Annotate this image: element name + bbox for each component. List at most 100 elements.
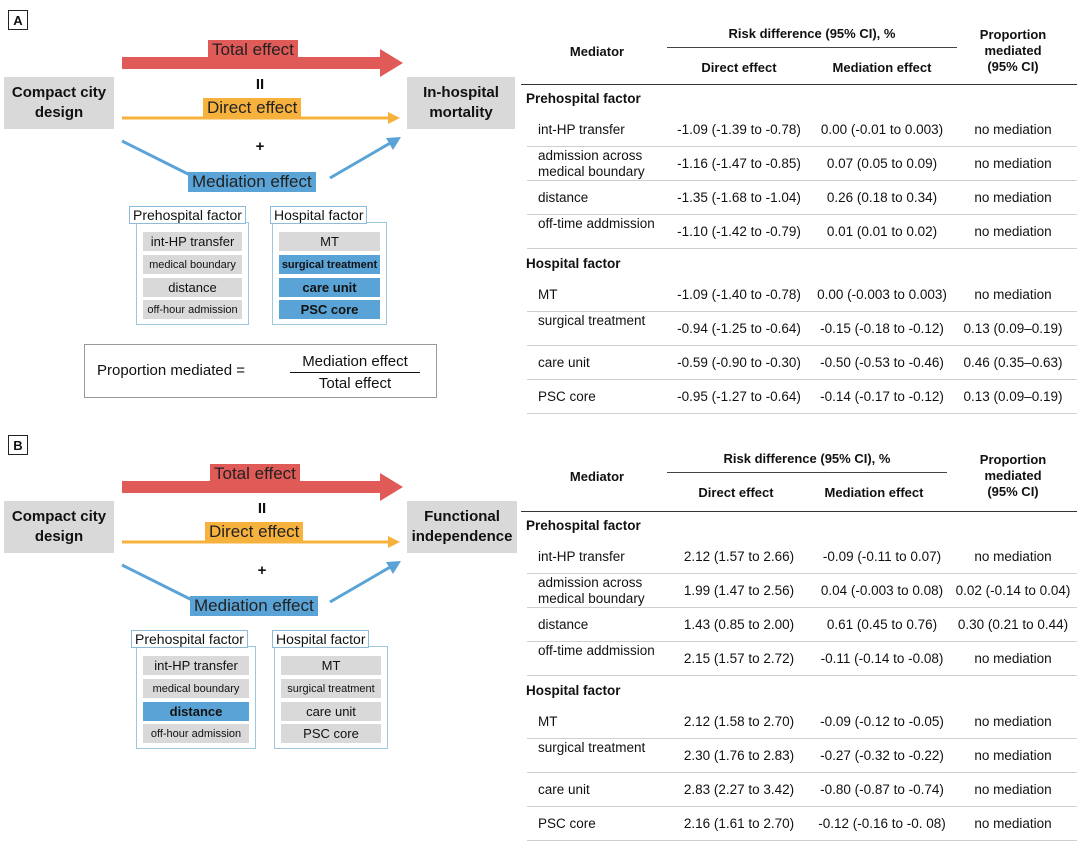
table-body: Prehospital factor int-HP transfer -1.09 (…: [521, 84, 1077, 424]
mediator-cell: PSC core: [538, 389, 596, 404]
row-divider: [527, 180, 1077, 181]
effect-arrows: [121, 49, 403, 180]
outcome-box: In-hospital mortality: [407, 77, 515, 129]
panel-b: B Compact city design Functional indepen…: [0, 425, 1079, 850]
mediator-cell: admission across medical boundary: [538, 575, 645, 606]
hospital-factor-title: Hospital factor: [270, 206, 368, 224]
mediation-effect-cell: 0.04 (-0.003 to 0.08): [820, 583, 944, 598]
row-divider: [527, 248, 1077, 249]
mediation-arrow-in: [121, 139, 197, 180]
equals-symbol: II: [257, 500, 267, 517]
factor-item: surgical treatment: [279, 255, 380, 274]
fraction-bar: [290, 372, 420, 373]
mediation-table: Mediator Risk difference (95% CI), % Dir…: [521, 445, 1077, 850]
direct-effect-cell: -0.59 (-0.90 to -0.30): [677, 355, 801, 370]
mediation-effect-cell: -0.14 (-0.17 to -0.12): [820, 389, 944, 404]
total-effect-arrow: [122, 49, 403, 77]
section-label: Hospital factor: [526, 683, 621, 698]
table-row: admission across medical boundary 1.99 (1…: [521, 574, 1077, 608]
plus-symbol: +: [257, 562, 267, 579]
col-mediation-effect: Mediation effect: [824, 485, 924, 500]
mediation-effect-label: Mediation effect: [188, 172, 316, 192]
mediation-diagram: Compact city design In-hospital mortalit…: [0, 0, 520, 425]
mediator-cell: int-HP transfer: [538, 549, 625, 564]
mediator-cell: off-time addmission: [538, 643, 655, 658]
factor-item: care unit: [281, 702, 381, 721]
mediation-effect-cell: -0.11 (-0.14 to -0.08): [820, 651, 944, 666]
proportion-cell: no mediation: [974, 156, 1052, 171]
mediation-effect-cell: 0.61 (0.45 to 0.76): [826, 617, 938, 632]
row-divider: [527, 214, 1077, 215]
equals-symbol: II: [255, 76, 265, 93]
row-divider: [527, 311, 1077, 312]
proportion-cell: no mediation: [974, 748, 1052, 763]
mediator-cell: distance: [538, 617, 589, 632]
factor-item: PSC core: [281, 724, 381, 743]
table-row: int-HP transfer -1.09 (-1.39 to -0.78) 0.0…: [521, 113, 1077, 147]
factor-item: distance: [143, 278, 242, 297]
mediation-arrow-out: [329, 564, 393, 604]
table-row: distance 1.43 (0.85 to 2.00) 0.61 (0.45 to…: [521, 608, 1077, 642]
mediator-cell: care unit: [538, 355, 590, 370]
mediation-effect-cell: -0.50 (-0.53 to -0.46): [820, 355, 944, 370]
proportion-cell: no mediation: [974, 287, 1052, 302]
hospital-factor-group: MT surgical treatment care unit PSC core: [274, 646, 388, 749]
mediation-effect-cell: -0.15 (-0.18 to -0.12): [820, 321, 944, 336]
mediator-cell: int-HP transfer: [538, 122, 625, 137]
prehospital-factor-group: int-HP transfer medical boundary distanc…: [136, 646, 256, 749]
row-divider: [527, 806, 1077, 807]
factor-item: MT: [281, 656, 381, 675]
hospital-factor-title: Hospital factor: [272, 630, 370, 648]
section-label: Prehospital factor: [526, 518, 641, 533]
table-row: PSC core 2.16 (1.61 to 2.70) -0.12 (-0.16 …: [521, 807, 1077, 841]
mediation-effect-cell: 0.00 (-0.003 to 0.003): [817, 287, 947, 302]
direct-effect-cell: 1.99 (1.47 to 2.56): [683, 583, 795, 598]
row-divider: [527, 379, 1077, 380]
plus-symbol: +: [255, 138, 265, 155]
formula-lhs: Proportion mediated =: [97, 362, 246, 379]
formula-numerator: Mediation effect: [302, 353, 408, 370]
effect-arrows: [121, 473, 403, 604]
direct-effect-cell: -1.16 (-1.47 to -0.85): [677, 156, 801, 171]
mediation-effect-cell: -0.80 (-0.87 to -0.74): [820, 782, 944, 797]
proportion-cell: no mediation: [974, 122, 1052, 137]
mediation-effect-cell: -0.09 (-0.12 to -0.05): [820, 714, 944, 729]
outcome-box: Functional independence: [407, 501, 517, 553]
mediation-effect-cell: 0.01 (0.01 to 0.02): [826, 224, 938, 239]
table-body: Prehospital factor int-HP transfer 2.12 (1…: [521, 511, 1077, 850]
section-label: Hospital factor: [526, 256, 621, 271]
table-row: care unit 2.83 (2.27 to 3.42) -0.80 (-0.87…: [521, 773, 1077, 807]
direct-effect-cell: 2.83 (2.27 to 3.42): [683, 782, 795, 797]
formula-denominator: Total effect: [318, 375, 392, 392]
factor-item: off-hour admission: [143, 724, 249, 743]
col-proportion: Proportion mediated (95% CI): [979, 27, 1047, 74]
hospital-factor-group: MT surgical treatment care unit PSC core: [272, 222, 387, 325]
col-mediator: Mediator: [569, 469, 625, 484]
factor-item: PSC core: [279, 300, 380, 319]
col-mediation-effect: Mediation effect: [832, 60, 932, 75]
total-effect-label: Total effect: [208, 40, 298, 60]
table-row: off-time addmission 2.15 (1.57 to 2.72) -0…: [521, 642, 1077, 676]
direct-effect-cell: 2.16 (1.61 to 2.70): [683, 816, 795, 831]
row-divider: [527, 772, 1077, 773]
table-row: care unit -0.59 (-0.90 to -0.30) -0.50 (-0…: [521, 346, 1077, 380]
total-effect-arrow: [122, 473, 403, 501]
col-mediator: Mediator: [569, 44, 625, 59]
direct-effect-cell: 2.12 (1.57 to 2.66): [683, 549, 795, 564]
proportion-formula: Proportion mediated = Mediation effect T…: [84, 344, 437, 398]
proportion-cell: 0.02 (-0.14 to 0.04): [955, 583, 1071, 598]
panel-a: A Compact city design In-hospital mortal…: [0, 0, 1079, 425]
table-row: surgical treatment -0.94 (-1.25 to -0.64)…: [521, 312, 1077, 346]
factor-item: distance: [143, 702, 249, 721]
proportion-cell: no mediation: [974, 714, 1052, 729]
row-divider: [527, 840, 1077, 841]
row-divider: [527, 675, 1077, 676]
factor-item: off-hour admission: [143, 300, 242, 319]
direct-effect-label: Direct effect: [203, 98, 302, 118]
mediation-effect-cell: 0.07 (0.05 to 0.09): [826, 156, 938, 171]
mediator-cell: surgical treatment: [538, 740, 646, 755]
factor-item: MT: [279, 232, 380, 251]
direct-effect-cell: -0.95 (-1.27 to -0.64): [677, 389, 801, 404]
mediator-cell: care unit: [538, 782, 590, 797]
row-divider: [527, 573, 1077, 574]
